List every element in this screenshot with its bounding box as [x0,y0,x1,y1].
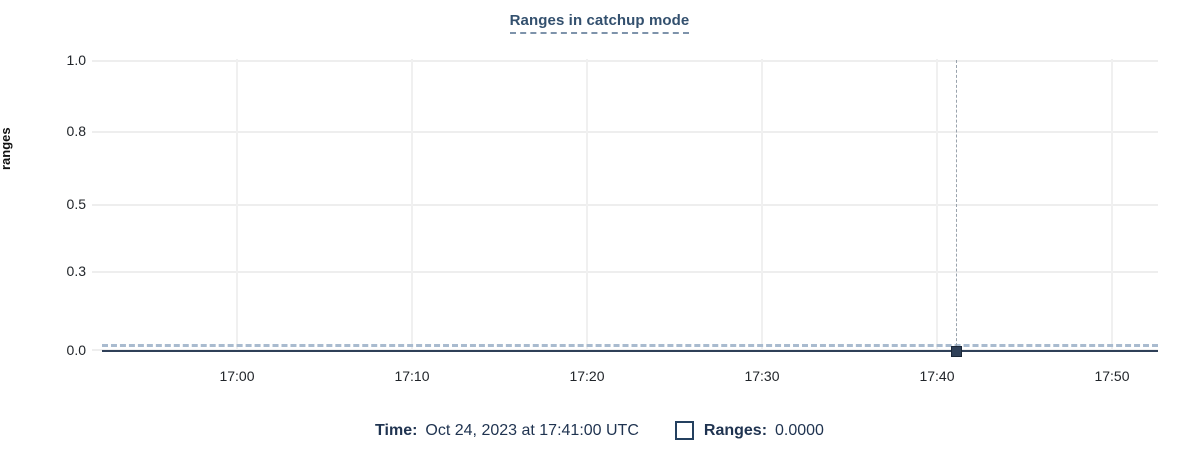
series-ranges-line[interactable] [102,350,1158,352]
y-axis-tick-labels: 1.0 0.8 0.5 0.3 0.0 [42,0,86,469]
chart-title: Ranges in catchup mode [0,12,1199,34]
data-point-marker[interactable] [951,346,962,357]
gridline-vertical [586,59,588,351]
chart-legend: Time: Oct 24, 2023 at 17:41:00 UTC Range… [0,421,1199,440]
legend-time-group: Time: Oct 24, 2023 at 17:41:00 UTC [375,422,639,440]
chart-title-text: Ranges in catchup mode [509,12,690,34]
x-tick-label: 17:50 [1094,368,1130,384]
gridline-horizontal [92,204,1158,206]
legend-series-group[interactable]: Ranges: 0.0000 [674,421,824,440]
gridline-horizontal [92,271,1158,273]
y-tick-label: 1.0 [66,52,86,68]
y-axis-title: ranges [0,127,13,170]
x-tick-label: 17:00 [219,368,255,384]
legend-series-value: 0.0000 [775,421,824,439]
checkbox-icon[interactable] [674,421,694,440]
x-tick-label: 17:10 [394,368,430,384]
x-tick-label: 17:40 [919,368,955,384]
gridline-horizontal [92,60,1158,62]
x-tick-label: 17:30 [744,368,780,384]
y-tick-label: 0.5 [66,196,86,212]
x-tick-label: 17:20 [569,368,605,384]
gridline-vertical [411,59,413,351]
gridline-vertical [236,59,238,351]
y-tick-label: 0.3 [66,263,86,279]
gridline-horizontal [92,131,1158,133]
crosshair-vertical-line [956,60,957,351]
series-ranges-dashed [102,344,1158,347]
legend-series-label: Ranges: [703,421,768,439]
legend-time-label: Time: [375,421,418,439]
gridline-vertical [761,59,763,351]
y-tick-label: 0.0 [66,342,86,358]
gridline-vertical [936,59,938,351]
y-tick-label: 0.8 [66,123,86,139]
legend-time-value: Oct 24, 2023 at 17:41:00 UTC [425,421,639,439]
gridline-vertical [1111,59,1113,351]
